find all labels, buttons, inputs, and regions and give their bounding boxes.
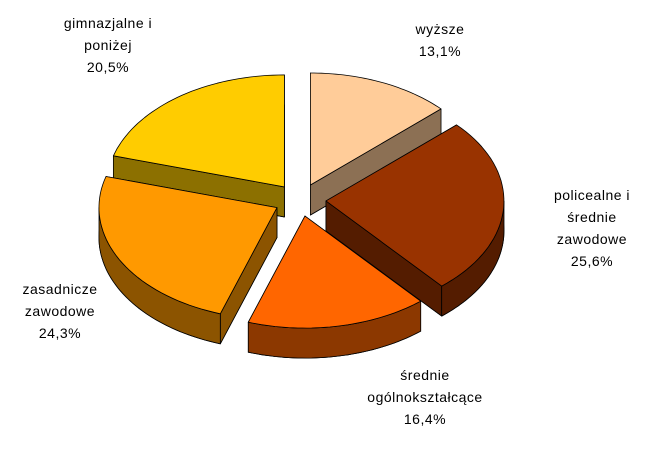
slice (325, 124, 505, 287)
slice-label: gimnazjalne i poniżej (63, 15, 153, 53)
slice (98, 176, 278, 315)
slice (113, 74, 285, 188)
value-label: 13,1% (418, 43, 462, 59)
slice (247, 215, 422, 329)
value-label: 24,3% (38, 325, 82, 341)
slice-label: wyższe (415, 21, 465, 37)
slice-label: zasadnicze zawodowe (22, 281, 98, 319)
slice (310, 72, 442, 186)
value-label: 16,4% (403, 411, 447, 427)
slice-label: policealne i średnie zawodowe (553, 187, 631, 247)
value-label: 20,5% (86, 59, 130, 75)
slice-label: średnie ogólnokształcące (367, 367, 483, 405)
value-label: 25,6% (570, 253, 614, 269)
